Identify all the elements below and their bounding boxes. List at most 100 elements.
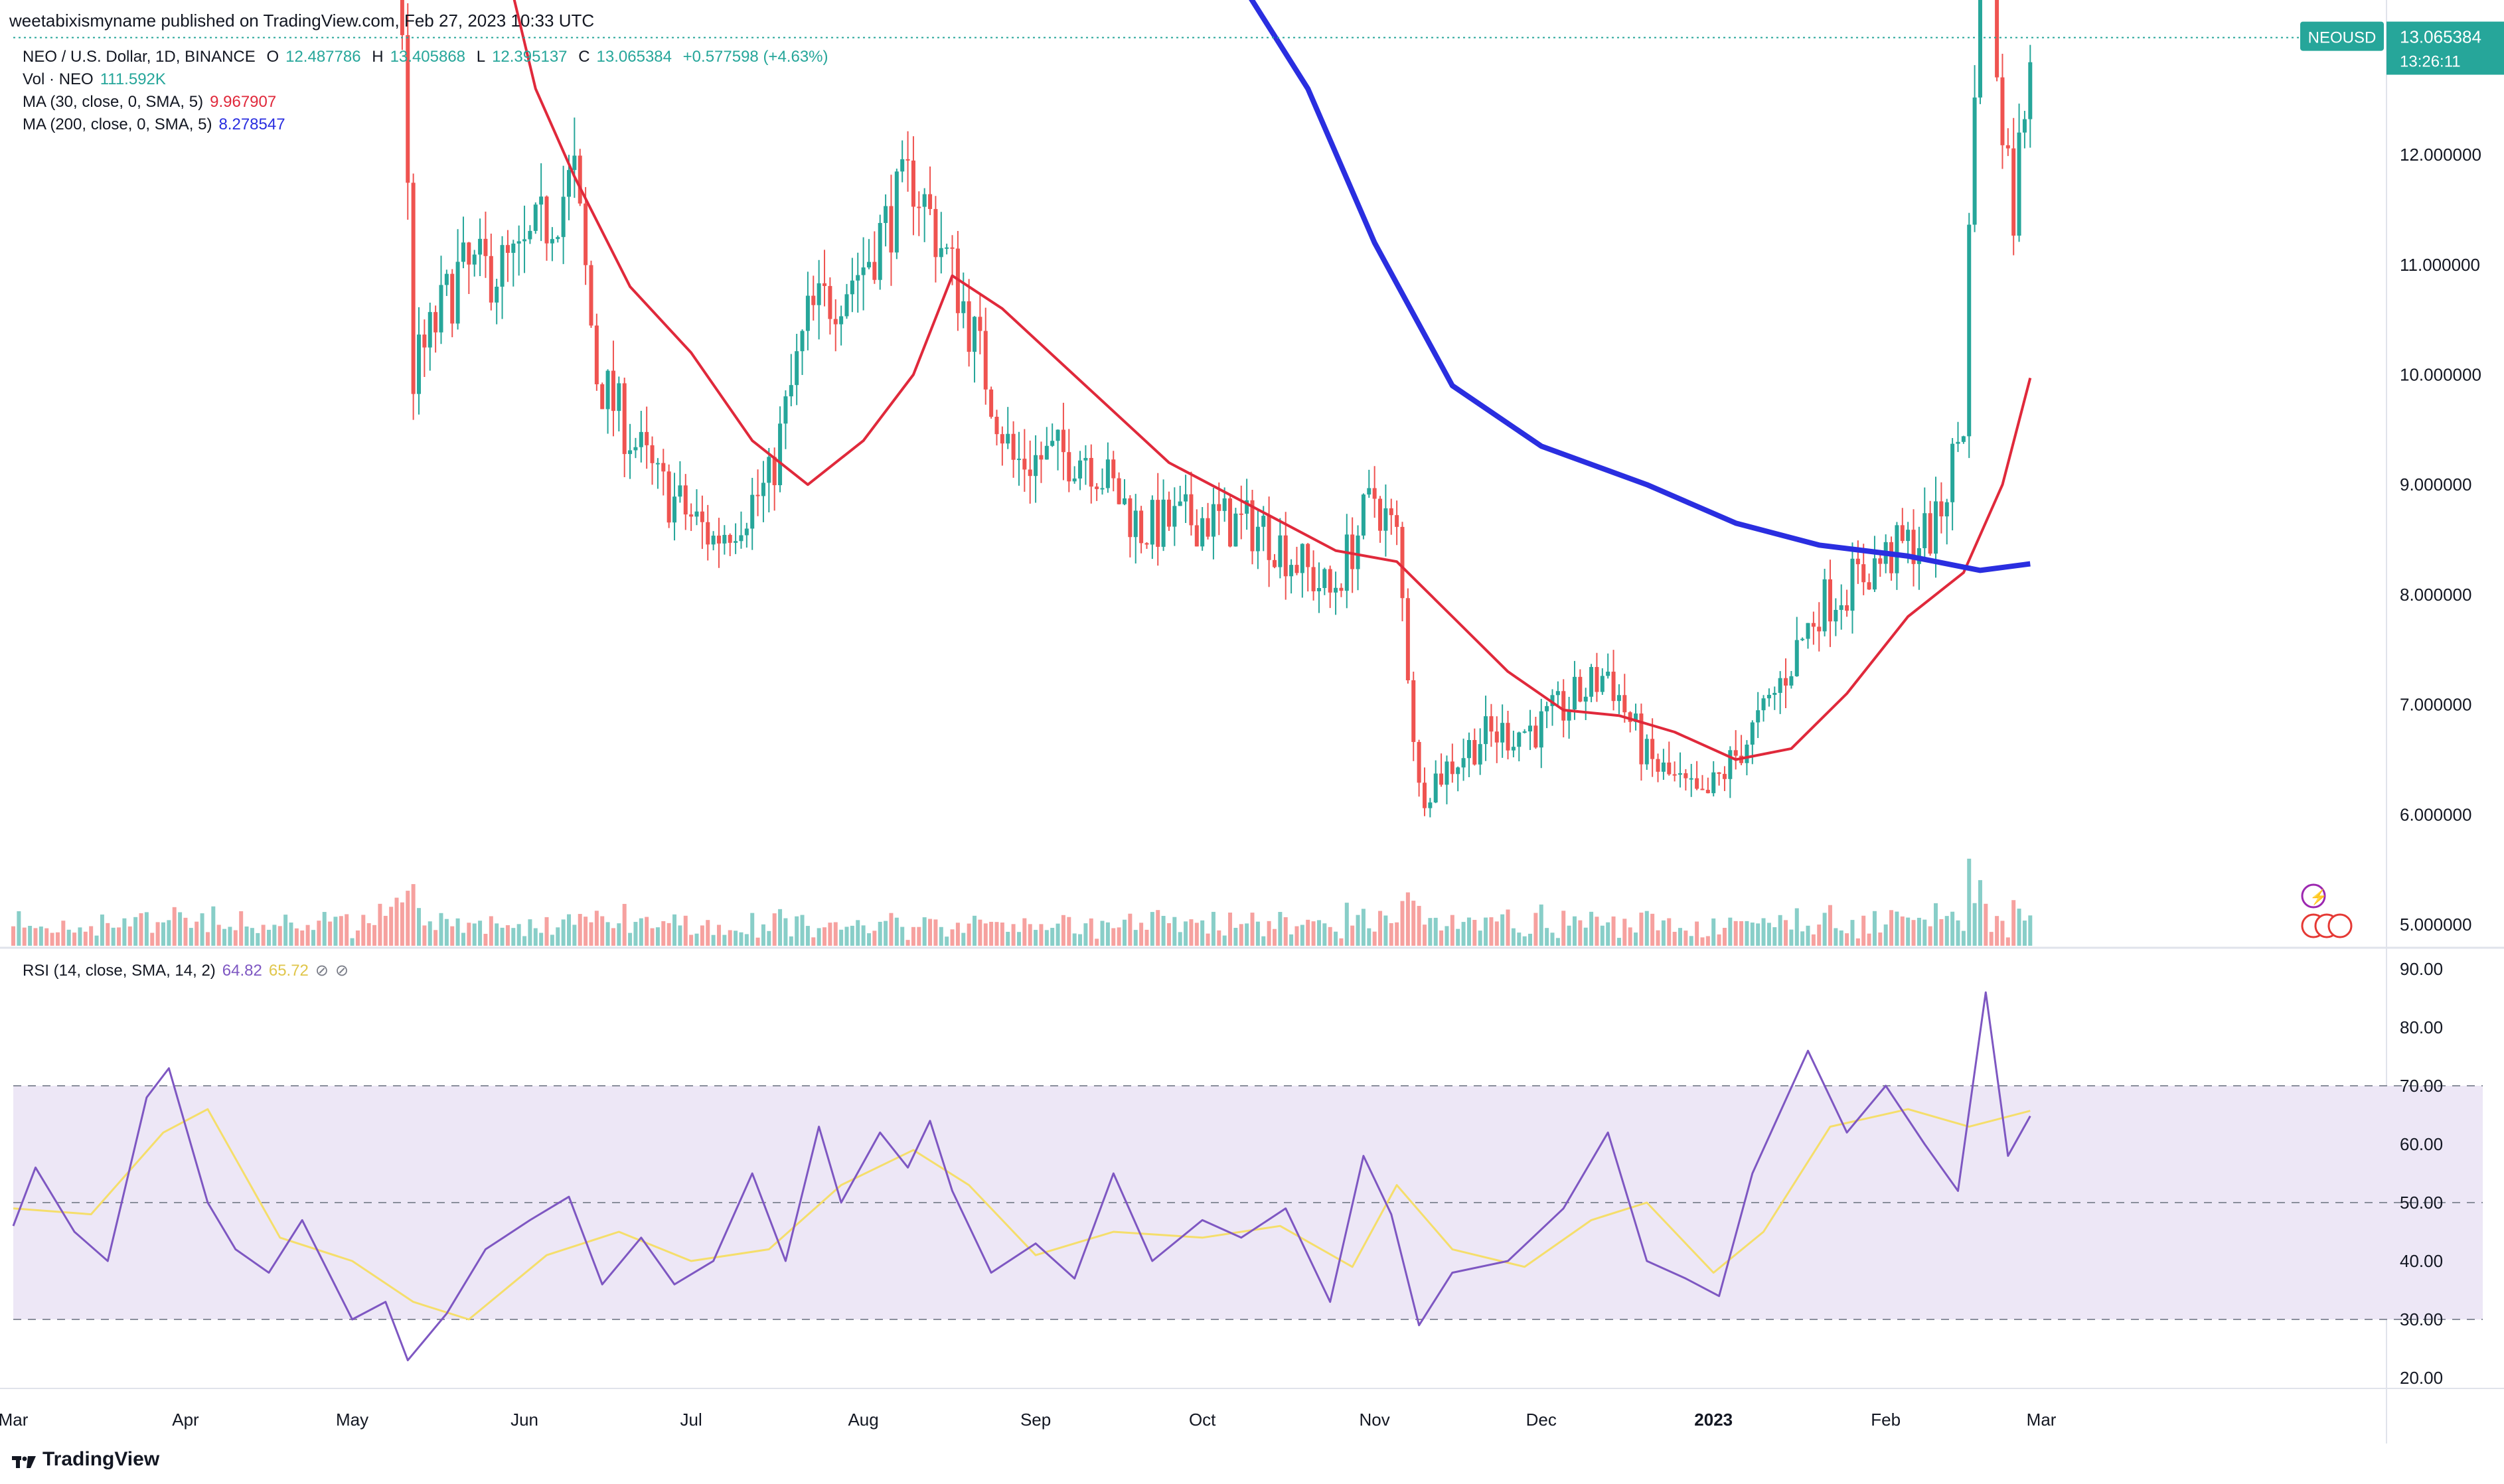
volume-bar — [1628, 927, 1632, 946]
volume-bar — [672, 914, 677, 946]
volume-bar — [1322, 923, 1327, 946]
candle — [605, 370, 610, 409]
candle — [1217, 504, 1221, 511]
candle — [678, 485, 682, 497]
candle — [1728, 750, 1733, 779]
time-axis: Mar Apr May Jun Jul Aug Sep Oct Nov Dec 2023 Feb Mar — [0, 1410, 2057, 1430]
volume-bar — [1456, 928, 1460, 946]
candle — [1878, 558, 1883, 564]
candle — [666, 471, 671, 523]
candle — [533, 204, 538, 231]
volume-bar — [1967, 858, 1972, 946]
candle — [1206, 518, 1210, 537]
candle — [1800, 638, 1805, 640]
volume-bar — [516, 924, 521, 946]
volume-bar — [961, 932, 966, 946]
time-tick-label: Apr — [172, 1410, 199, 1430]
volume-bar — [366, 923, 371, 946]
candle — [1395, 515, 1399, 527]
volume-bar — [739, 932, 743, 946]
price-tick-label: 8.000000 — [2400, 585, 2471, 605]
time-tick-label: Feb — [1871, 1410, 1901, 1430]
candle — [572, 155, 577, 171]
legend-symbol-row: NEO / U.S. Dollar, 1D, BINANCE O 12.48778… — [23, 48, 828, 66]
volume-bar — [722, 934, 727, 946]
volume-bar — [1489, 917, 1494, 946]
symbol-badge — [2300, 21, 2384, 51]
volume-bar — [1528, 933, 1533, 946]
candle — [1166, 499, 1171, 527]
candle — [866, 261, 871, 267]
volume-bar — [511, 928, 516, 946]
volume-bar — [83, 931, 88, 946]
volume-bar — [1000, 923, 1004, 946]
volume-bar — [600, 916, 605, 946]
volume-bar — [300, 930, 305, 946]
candle — [1272, 559, 1277, 567]
volume-bar — [1622, 919, 1627, 946]
volume-bar — [61, 921, 66, 946]
volume-bar — [666, 923, 671, 946]
candle — [1044, 445, 1049, 460]
candle — [500, 245, 505, 287]
candle — [1634, 713, 1638, 722]
volume-bar — [578, 914, 582, 946]
volume-bar — [294, 928, 299, 946]
candle — [789, 385, 793, 397]
volume-bar — [994, 922, 999, 946]
volume-bar — [1356, 915, 1360, 946]
volume-bar — [1784, 920, 1788, 946]
candle — [1839, 605, 1843, 610]
volume-bar — [44, 928, 49, 946]
volume-bar — [1272, 928, 1277, 946]
candle — [633, 447, 638, 451]
volume-bar — [1672, 931, 1677, 946]
tradingview-footer[interactable]: TradingView — [12, 1448, 159, 1471]
volume-bar — [1939, 919, 1944, 946]
legend-close: 13.065384 — [596, 48, 672, 66]
candle — [1539, 711, 1543, 748]
volume-bar — [1061, 915, 1065, 946]
rsi-tick-label: 40.00 — [2400, 1251, 2443, 1271]
candle — [1606, 672, 1610, 676]
volume-bar — [1750, 923, 1755, 946]
volume-bar — [1695, 921, 1699, 946]
volume-bar — [973, 915, 977, 946]
volume-bar — [178, 912, 183, 946]
time-tick-label: Jun — [510, 1410, 538, 1430]
volume-bar — [222, 928, 227, 946]
volume-bar — [1422, 925, 1427, 946]
volume-bar — [683, 915, 688, 946]
volume-bar — [1144, 929, 1149, 946]
volume-bar — [1344, 903, 1349, 946]
candle — [950, 247, 955, 249]
volume-bar — [1300, 925, 1304, 946]
volume-bar — [1611, 916, 1616, 946]
legend-ma200-row[interactable]: MA (200, close, 0, SMA, 5) 8.278547 — [23, 115, 285, 133]
volume-bar — [1278, 912, 1283, 946]
candle — [1184, 494, 1188, 502]
candle — [1595, 666, 1599, 692]
volume-bar — [1111, 928, 1116, 946]
volume-bar — [800, 915, 805, 946]
volume-bar — [1461, 922, 1466, 946]
volume-bar — [839, 929, 844, 946]
legend-volume-row[interactable]: Vol · NEO 111.592K — [23, 70, 166, 88]
candle — [1995, 0, 1999, 78]
candle — [1294, 565, 1299, 573]
legend-symbol[interactable]: NEO / U.S. Dollar, 1D, BINANCE — [23, 48, 256, 66]
volume-bar — [378, 903, 382, 946]
volume-bar — [1161, 915, 1166, 946]
candle — [2000, 77, 2005, 145]
volume-bar — [1117, 927, 1121, 946]
volume-bar — [556, 927, 560, 946]
volume-bar — [561, 919, 566, 946]
volume-bar — [205, 932, 210, 946]
legend-ma30-row[interactable]: MA (30, close, 0, SMA, 5) 9.967907 — [23, 93, 277, 111]
volume-bar — [955, 923, 960, 946]
legend-rsi-row[interactable]: RSI (14, close, SMA, 14, 2) 64.82 65.72 ⊘ ⊘ — [23, 962, 349, 980]
candle — [556, 237, 560, 240]
volume-bar — [744, 934, 749, 946]
volume-bar — [100, 914, 104, 946]
